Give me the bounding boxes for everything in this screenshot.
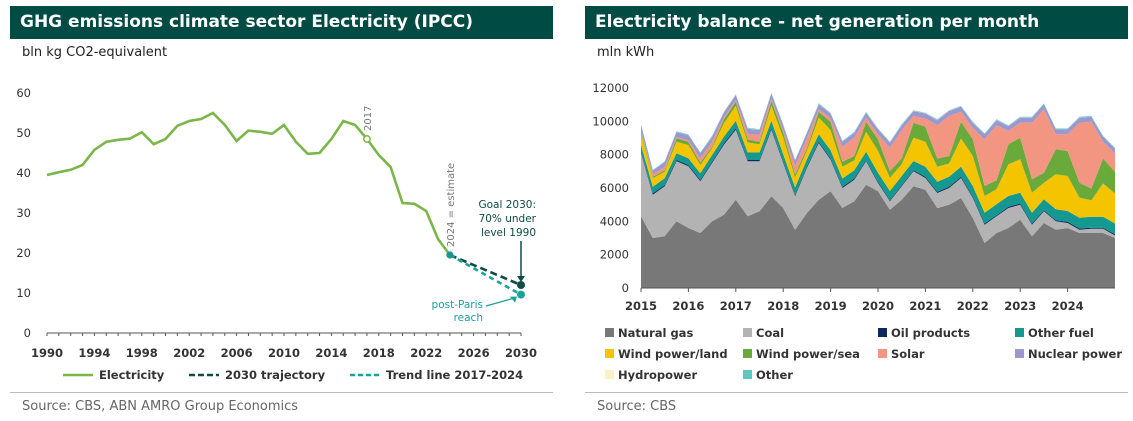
goal-arrow-head — [517, 276, 525, 282]
area-nuclear-power — [641, 93, 1115, 175]
legend-label: Electricity — [99, 368, 165, 382]
legend-swatch — [743, 370, 752, 379]
x-tick-label: 2024 — [1052, 299, 1084, 313]
x-tick-label: 2022 — [957, 299, 989, 313]
source-note: Source: CBS, ABN AMRO Group Economics — [22, 399, 299, 414]
x-tick-label: 2019 — [815, 299, 847, 313]
y-tick-label: 50 — [16, 126, 31, 140]
y-unit-label: mln kWh — [597, 45, 655, 60]
y-tick-label: 10 — [16, 286, 31, 300]
y-tick-label: 30 — [16, 206, 31, 220]
y-tick-label: 0 — [24, 326, 31, 340]
series-line-electricity — [46, 111, 451, 256]
legend-swatch — [878, 349, 887, 358]
x-tick-label: 2022 — [410, 346, 442, 360]
generation-area-chart: 0 2000 4000 6000 8000 10000 12000 2015 2016 2017 2… — [592, 81, 1122, 382]
marker-trend-2030 — [517, 290, 525, 299]
post-paris-arrow-head — [510, 296, 517, 303]
annotation-post-paris: reach — [454, 312, 483, 324]
area-solar — [641, 98, 1115, 189]
annotation-2024-estimate: 2024 = estimate — [446, 163, 457, 247]
legend-label: Natural gas — [618, 326, 693, 340]
legend-swatch — [1015, 328, 1024, 337]
area-wind-power-land — [641, 105, 1115, 224]
area-oil-products — [641, 128, 1115, 236]
area-other-fuel — [641, 120, 1115, 235]
divider — [585, 392, 1128, 393]
legend-swatch — [743, 349, 752, 358]
legend-swatch — [605, 370, 614, 379]
legend-label: Oil products — [891, 326, 970, 340]
x-tick-label: 2015 — [625, 299, 657, 313]
chart-title: GHG emissions climate sector Electricity… — [10, 6, 553, 39]
x-tick-label: 2006 — [221, 346, 253, 360]
x-tick-label: 2030 — [505, 346, 537, 360]
area-natural-gas — [641, 184, 1115, 288]
chart-title: Electricity balance - net generation per… — [585, 6, 1128, 39]
legend-swatch — [605, 328, 614, 337]
x-tick-label: 2014 — [315, 346, 347, 360]
legend-swatch — [743, 328, 752, 337]
emissions-panel: GHG emissions climate sector Electricity… — [10, 0, 553, 421]
legend-label: Wind power/sea — [756, 347, 860, 361]
annotation-2017: 2017 — [363, 106, 374, 131]
area-coal — [641, 129, 1115, 243]
series-line-trend-line-2017-2024 — [449, 253, 522, 296]
y-tick-label: 6000 — [600, 181, 629, 195]
generation-panel: Electricity balance - net generation per… — [585, 0, 1128, 421]
annotation-goal-2030: level 1990 — [481, 227, 536, 239]
legend-label: Hydropower — [618, 368, 697, 382]
x-tick-label: 2020 — [862, 299, 894, 313]
y-unit-label: bln kg CO2-equivalent — [22, 45, 168, 60]
legend-swatch — [1015, 349, 1024, 358]
area-wind-power-sea — [641, 100, 1115, 201]
annotation-goal-2030: Goal 2030: — [478, 199, 536, 211]
x-tick-label: 2018 — [363, 346, 395, 360]
y-tick-label: 40 — [16, 166, 31, 180]
legend-label: Other fuel — [1028, 326, 1094, 340]
x-tick-label: 1994 — [78, 346, 110, 360]
x-tick-label: 1990 — [31, 346, 63, 360]
x-tick-label: 2023 — [1004, 299, 1036, 313]
x-tick-label: 2026 — [458, 346, 490, 360]
divider — [10, 392, 553, 393]
y-tick-label: 8000 — [600, 148, 629, 162]
legend-label: Nuclear power — [1028, 347, 1122, 361]
legend-label: Coal — [756, 326, 784, 340]
marker-goal-2030 — [517, 281, 525, 289]
series-line-2030-trajectory — [449, 253, 522, 287]
legend-label: Trend line 2017-2024 — [386, 368, 523, 382]
y-tick-label: 12000 — [592, 81, 629, 95]
legend-label: Other — [756, 368, 793, 382]
marker-2017 — [363, 135, 371, 143]
y-tick-label: 4000 — [600, 214, 629, 228]
x-tick-label: 2017 — [720, 299, 752, 313]
y-tick-label: 2000 — [600, 248, 629, 262]
legend-label: Wind power/land — [618, 347, 728, 361]
legend-swatch — [878, 328, 887, 337]
x-tick-label: 2010 — [268, 346, 300, 360]
marker-2024 — [446, 251, 454, 259]
y-tick-label: 20 — [16, 246, 31, 260]
annotation-goal-2030: 70% under — [479, 213, 537, 225]
x-tick-label: 2016 — [672, 299, 704, 313]
y-tick-label: 0 — [622, 281, 629, 295]
post-paris-arrow-shaft — [485, 296, 517, 307]
x-tick-label: 2002 — [173, 346, 205, 360]
y-tick-label: 60 — [16, 86, 31, 100]
x-tick-label: 2021 — [909, 299, 941, 313]
annotation-post-paris: post-Paris — [432, 299, 483, 311]
legend-label: Solar — [891, 347, 925, 361]
x-tick-label: 1998 — [126, 346, 158, 360]
legend-label: 2030 trajectory — [225, 368, 326, 382]
x-tick-label: 2018 — [767, 299, 799, 313]
legend-swatch — [605, 349, 614, 358]
source-note: Source: CBS — [597, 399, 677, 414]
y-tick-label: 10000 — [592, 114, 629, 128]
